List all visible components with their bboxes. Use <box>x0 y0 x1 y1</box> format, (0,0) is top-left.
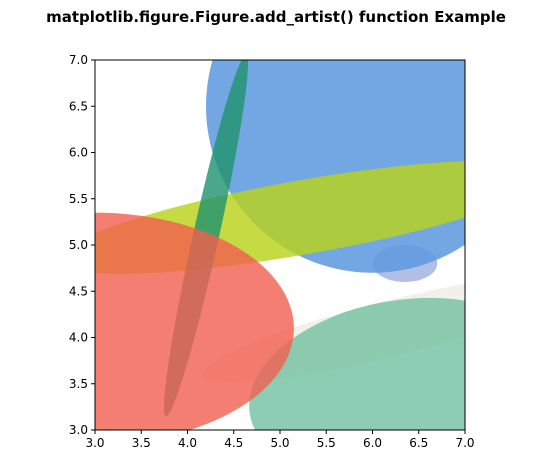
y-tick-label: 7.0 <box>69 53 88 67</box>
y-tick-label: 5.0 <box>69 238 88 252</box>
y-tick-label: 5.5 <box>69 192 88 206</box>
ellipse-6 <box>249 297 465 430</box>
ellipse-7 <box>95 212 294 430</box>
x-tick-label: 6.5 <box>409 436 428 450</box>
y-tick-label: 6.0 <box>69 146 88 160</box>
x-tick-label: 3.5 <box>132 436 151 450</box>
x-tick-label: 5.5 <box>317 436 336 450</box>
x-tick-label: 6.0 <box>363 436 382 450</box>
x-tick-label: 4.5 <box>224 436 243 450</box>
y-axis: 3.0 3.5 4.0 4.5 5.0 5.5 6.0 6.5 7.0 <box>69 53 95 437</box>
x-tick-label: 7.0 <box>455 436 474 450</box>
x-axis: 3.0 3.5 4.0 4.5 5.0 5.5 6.0 6.5 7.0 <box>85 430 475 450</box>
y-tick-label: 4.5 <box>69 284 88 298</box>
y-tick-label: 3.0 <box>69 423 88 437</box>
chart-title: matplotlib.figure.Figure.add_artist() fu… <box>46 8 506 26</box>
x-tick-label: 5.0 <box>270 436 289 450</box>
y-tick-label: 3.5 <box>69 377 88 391</box>
y-tick-label: 4.0 <box>69 331 88 345</box>
x-tick-label: 3.0 <box>85 436 104 450</box>
y-tick-label: 6.5 <box>69 99 88 113</box>
x-tick-label: 4.0 <box>178 436 197 450</box>
